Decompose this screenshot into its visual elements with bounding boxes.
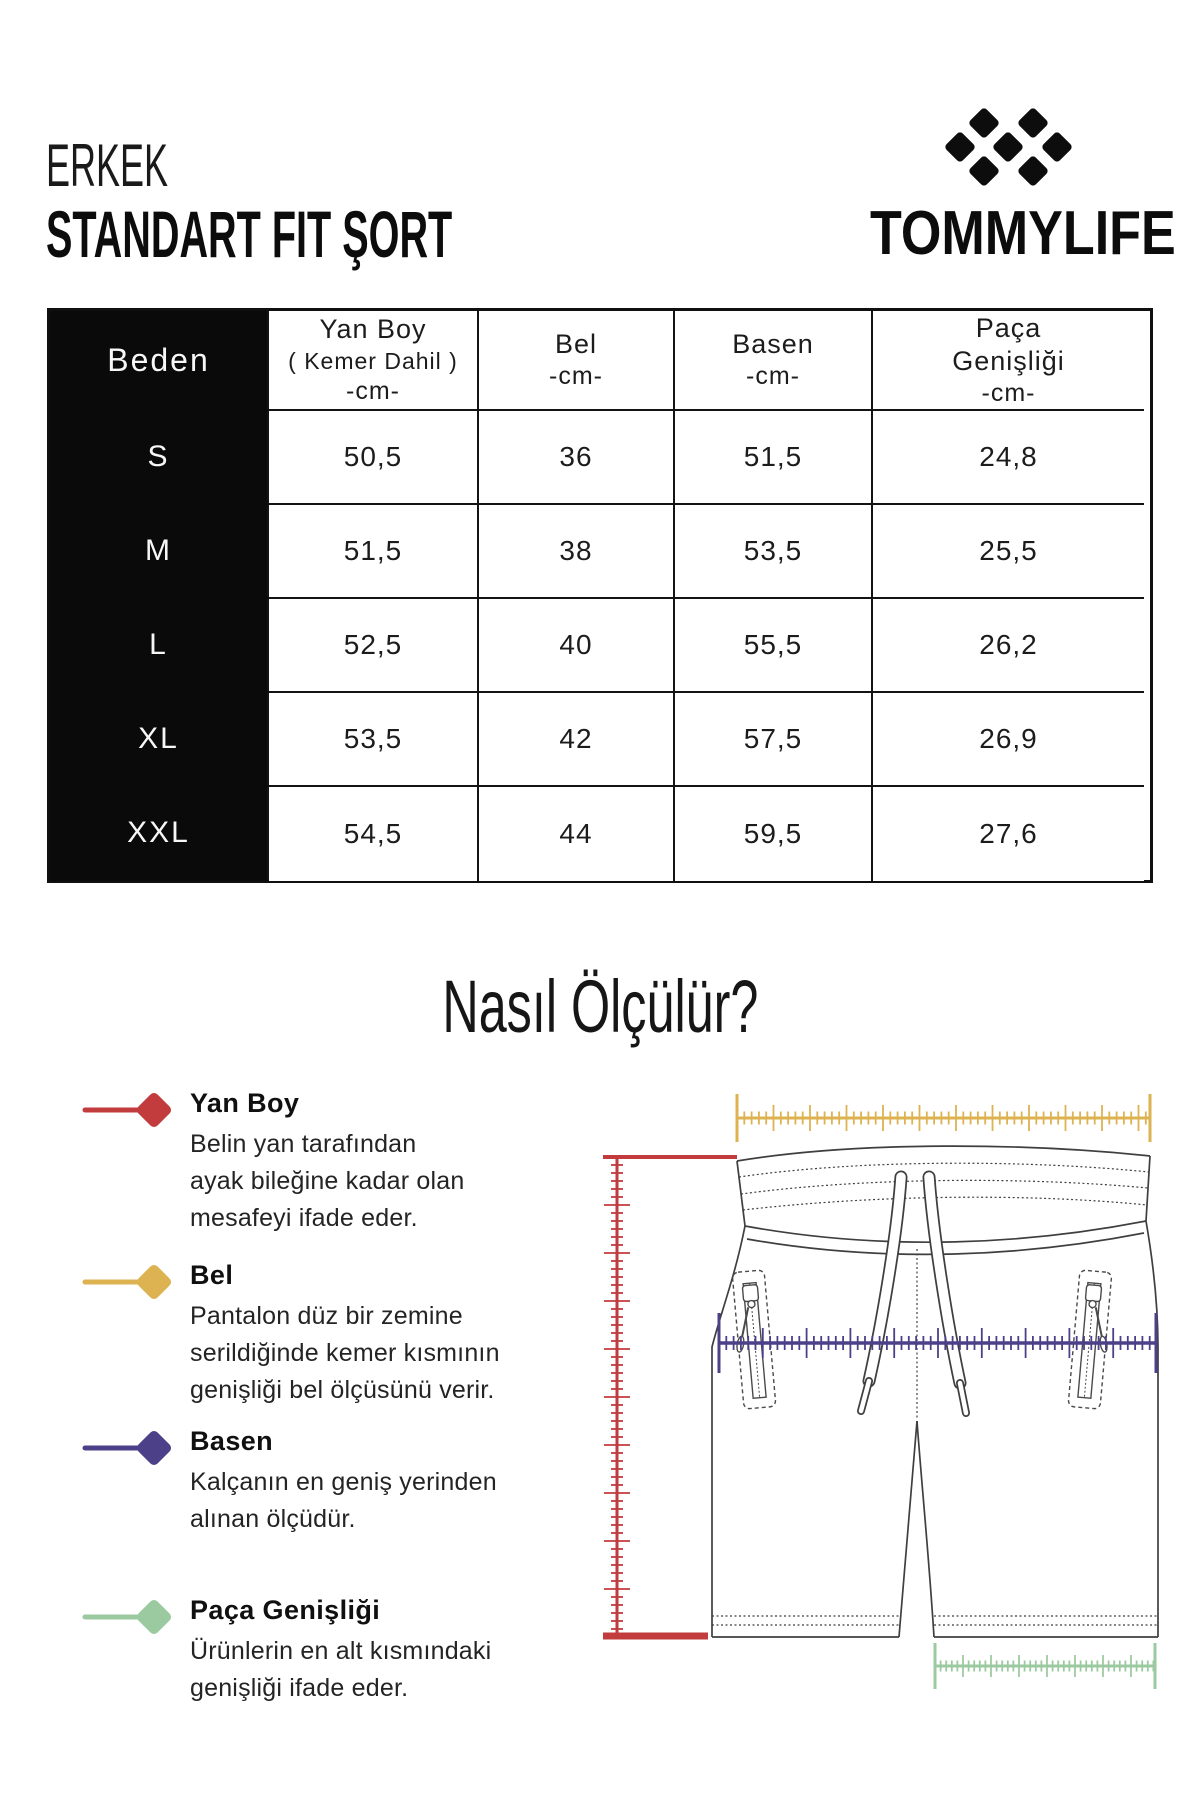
value-cell: 57,5: [675, 693, 873, 787]
value-cell: 55,5: [675, 599, 873, 693]
value-cell: 38: [479, 505, 675, 599]
yan-boy-ruler: [603, 1155, 737, 1640]
how-to-measure-title: Nasıl Ölçülür?: [441, 965, 759, 1048]
value-cell: 50,5: [269, 411, 479, 505]
category-label: ERKEK: [46, 132, 169, 199]
brand-name: TOMMYLIFE: [870, 199, 1176, 268]
value-cell: 26,2: [873, 599, 1144, 693]
header-cell-beden: Beden: [50, 311, 269, 411]
size-cell: XL: [50, 693, 269, 787]
product-title: STANDART FIT ŞORT: [46, 197, 453, 271]
legend-title: Paça Genişliği: [190, 1595, 381, 1625]
legend-title: Bel: [190, 1260, 234, 1290]
header-cell-yan-boy: Yan Boy ( Kemer Dahil ) -cm-: [269, 311, 479, 411]
legend-item-paca-genisligi: Paça Genişliği Ürünlerin en alt kısmında…: [82, 1593, 558, 1707]
legend-description: Ürünlerin en alt kısmındaki genişliği if…: [190, 1637, 492, 1702]
value-cell: 26,9: [873, 693, 1144, 787]
legend-item-basen: Basen Kalçanın en geniş yerinden alınan …: [82, 1424, 558, 1538]
size-cell: S: [50, 411, 269, 505]
diamond-grid-logo-icon: [945, 108, 1072, 186]
legend-item-bel: Bel Pantalon düz bir zemine serildiğinde…: [82, 1258, 558, 1409]
basen-diamond-icon: [82, 1430, 172, 1466]
shorts-technical-drawing: [711, 1145, 1159, 1638]
legend-title: Yan Boy: [190, 1088, 300, 1118]
bel-diamond-icon: [82, 1264, 172, 1300]
size-table: Beden Yan Boy ( Kemer Dahil ) -cm- Bel -…: [47, 308, 1153, 883]
value-cell: 59,5: [675, 787, 873, 881]
legend-item-yan-boy: Yan Boy Belin yan tarafından ayak bileği…: [82, 1086, 558, 1237]
header-cell-bel: Bel -cm-: [479, 311, 675, 411]
value-cell: 40: [479, 599, 675, 693]
value-cell: 54,5: [269, 787, 479, 881]
value-cell: 53,5: [269, 693, 479, 787]
value-cell: 42: [479, 693, 675, 787]
legend-description: Kalçanın en geniş yerinden alınan ölçüdü…: [190, 1468, 497, 1533]
value-cell: 53,5: [675, 505, 873, 599]
left-zipper-pocket: [731, 1269, 777, 1410]
value-cell: 51,5: [269, 505, 479, 599]
value-cell: 52,5: [269, 599, 479, 693]
size-cell: L: [50, 599, 269, 693]
bel-ruler: [735, 1094, 1152, 1142]
header-cell-basen: Basen -cm-: [675, 311, 873, 411]
legend-description: Belin yan tarafından ayak bileğine kadar…: [190, 1130, 465, 1232]
value-cell: 24,8: [873, 411, 1144, 505]
paca-genisligi-diamond-icon: [82, 1599, 172, 1635]
shorts-measurement-diagram: [603, 1094, 1159, 1689]
legend-title: Basen: [190, 1426, 274, 1456]
size-cell: M: [50, 505, 269, 599]
legend-description: Pantalon düz bir zemine serildiğinde kem…: [190, 1302, 500, 1404]
drawstrings: [857, 1170, 970, 1417]
value-cell: 25,5: [873, 505, 1144, 599]
value-cell: 27,6: [873, 787, 1144, 881]
header-cell-paca-genisligi: Paça Genişliği -cm-: [873, 311, 1144, 411]
yan-boy-diamond-icon: [82, 1092, 172, 1128]
value-cell: 51,5: [675, 411, 873, 505]
value-cell: 36: [479, 411, 675, 505]
basen-ruler: [717, 1313, 1158, 1373]
value-cell: 44: [479, 787, 675, 881]
size-cell: XXL: [50, 787, 269, 881]
paca-genisligi-ruler: [933, 1643, 1157, 1689]
